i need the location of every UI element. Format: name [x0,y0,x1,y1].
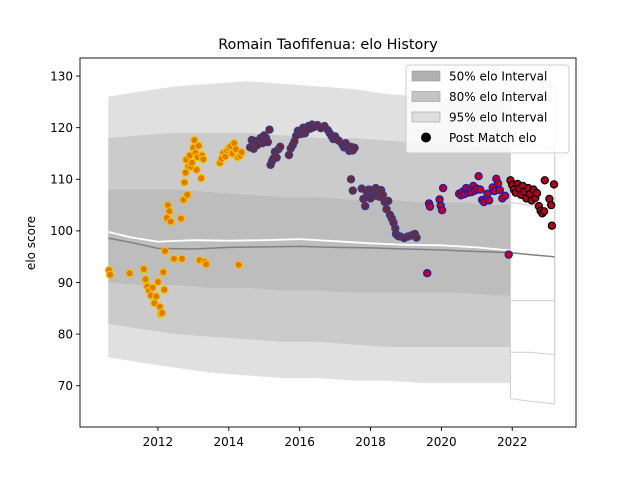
data-point [495,185,504,195]
late-band-p50 [510,201,556,302]
data-point [176,214,186,223]
data-point [547,200,556,210]
data-point [361,201,370,211]
legend-label: Post Match elo [449,131,536,145]
legend-box [405,64,570,154]
legend-swatch [411,70,441,82]
data-point [532,188,542,198]
data-point [151,292,161,301]
data-point [476,185,485,194]
band-p50 [108,189,511,296]
plot-content [104,81,559,405]
x-tick-label: 2020 [426,435,457,449]
data-point [378,190,388,199]
x-tick-label: 2014 [214,435,245,449]
plot-area [104,81,559,405]
y-tick-label: 80 [58,327,73,341]
axes: 2012 2014 2016 2018 2020 2022 70 80 90 100 110 120 1… [50,57,577,449]
data-point [159,268,168,277]
data-point [139,264,148,274]
data-point [493,179,503,188]
data-point [425,202,435,211]
data-point [160,285,169,294]
data-point [539,207,549,216]
data-point [201,260,211,269]
data-point [272,153,281,162]
data-point [160,246,170,256]
data-point [547,221,557,230]
legend-label: 95% elo Interval [449,111,547,125]
data-point [183,190,192,199]
data-point [237,148,246,157]
data-point [187,158,197,167]
plot-frame [79,57,577,428]
data-point [169,254,179,263]
data-point [348,186,357,195]
data-point [485,196,494,205]
data-point [474,171,483,181]
x-tick-label: 2012 [143,435,174,449]
data-point [265,125,274,134]
data-point [199,154,208,164]
y-tick-label: 110 [50,173,73,187]
legend-label: 50% elo Interval [449,70,547,84]
data-point [192,165,201,175]
data-point [177,254,187,263]
data-point [483,189,492,198]
data-point [153,277,163,287]
expected-elo-line-gray [108,237,555,258]
data-point [125,269,134,278]
data-point [359,194,368,204]
legend: 50% elo Interval 80% elo Interval 95% elo … [405,64,570,154]
y-tick-label: 100 [50,224,73,238]
data-point [234,260,243,270]
data-point [194,141,203,150]
x-tick-label: 2018 [355,435,386,449]
expected-elo-line-white [108,231,555,256]
y-tick-label: 70 [58,379,73,393]
data-point [148,283,157,292]
data-point [549,180,559,189]
legend-marker [421,132,431,143]
y-tick-label: 130 [50,69,73,83]
data-point [157,308,167,318]
legend-label: 80% elo Interval [449,90,547,104]
data-point [284,150,294,160]
y-axis-label: elo score [24,216,38,270]
data-point [504,250,513,259]
y-tick-label: 120 [50,121,73,135]
data-point [500,191,510,200]
data-point [412,233,421,242]
data-point [438,183,448,193]
x-tick-label: 2016 [284,435,315,449]
data-point [423,269,432,278]
late-band-p80 [510,145,556,356]
data-point [540,176,550,185]
data-point [190,135,199,145]
data-point [105,270,115,279]
data-point [141,275,150,284]
x-tick-label: 2022 [497,435,528,449]
data-point [166,217,175,226]
data-point [180,178,189,187]
data-point [263,137,272,147]
chart-title: Romain Taofifenua: elo History [218,37,438,53]
data-point [384,196,393,206]
data-point [165,207,174,216]
data-point [437,205,447,215]
data-point [350,143,359,152]
legend-swatch [411,111,441,123]
data-point [196,173,206,183]
legend-swatch [411,91,441,102]
data-point [346,175,356,184]
data-point [276,142,285,151]
y-tick-label: 90 [58,276,73,290]
